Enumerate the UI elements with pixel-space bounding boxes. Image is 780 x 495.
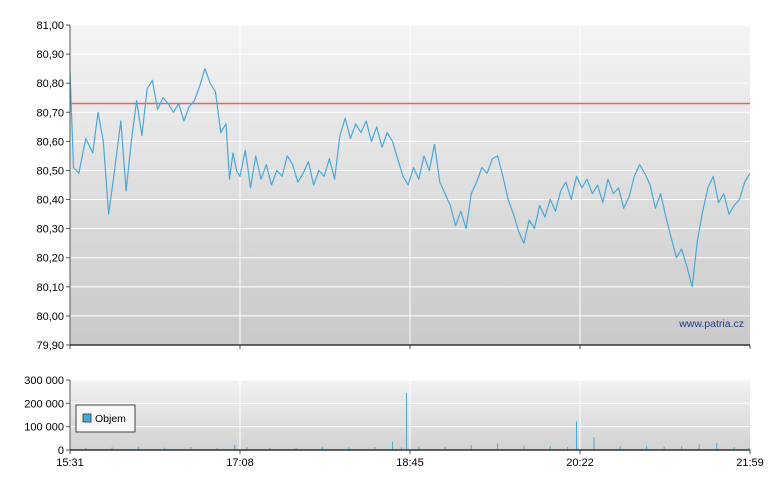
volume-y-tick-label: 0 bbox=[58, 445, 64, 457]
volume-y-tick-label: 100 000 bbox=[24, 422, 64, 434]
price-y-tick-label: 81,00 bbox=[36, 20, 64, 32]
price-y-tick-label: 80,70 bbox=[36, 107, 64, 119]
volume-panel: 0 100 000 200 000 300 000 15:31 17:08 18:45 20:… bbox=[24, 375, 764, 469]
price-panel: 79,90 80,00 80,10 80,20 80,30 80,40 80,50 80,60… bbox=[36, 20, 751, 352]
x-tick-label: 20:22 bbox=[566, 457, 594, 469]
price-y-tick-label: 80,50 bbox=[36, 165, 64, 177]
price-y-tick-label: 79,90 bbox=[36, 340, 64, 352]
price-y-tick-label: 80,00 bbox=[36, 311, 64, 323]
price-y-tick-label: 80,40 bbox=[36, 195, 64, 207]
x-tick-label: 15:31 bbox=[56, 457, 84, 469]
x-tick-label: 17:08 bbox=[226, 457, 254, 469]
x-tick-label: 18:45 bbox=[396, 457, 424, 469]
x-tick-label: 21:59 bbox=[736, 457, 764, 469]
volume-legend: Objem bbox=[75, 404, 136, 433]
price-y-tick-label: 80,90 bbox=[36, 49, 64, 61]
price-series-line bbox=[69, 68, 751, 288]
volume-y-tick-label: 300 000 bbox=[24, 375, 64, 387]
price-y-tick-label: 80,10 bbox=[36, 282, 64, 294]
watermark: www.patria.cz bbox=[678, 318, 744, 330]
volume-y-tick-label: 200 000 bbox=[24, 398, 64, 410]
price-y-tick-label: 80,80 bbox=[36, 78, 64, 90]
price-y-tick-label: 80,30 bbox=[36, 224, 64, 236]
legend-swatch bbox=[82, 413, 92, 423]
price-y-tick-label: 80,60 bbox=[36, 136, 64, 148]
price-y-tick-label: 80,20 bbox=[36, 253, 64, 265]
legend-label: Objem bbox=[95, 413, 126, 425]
